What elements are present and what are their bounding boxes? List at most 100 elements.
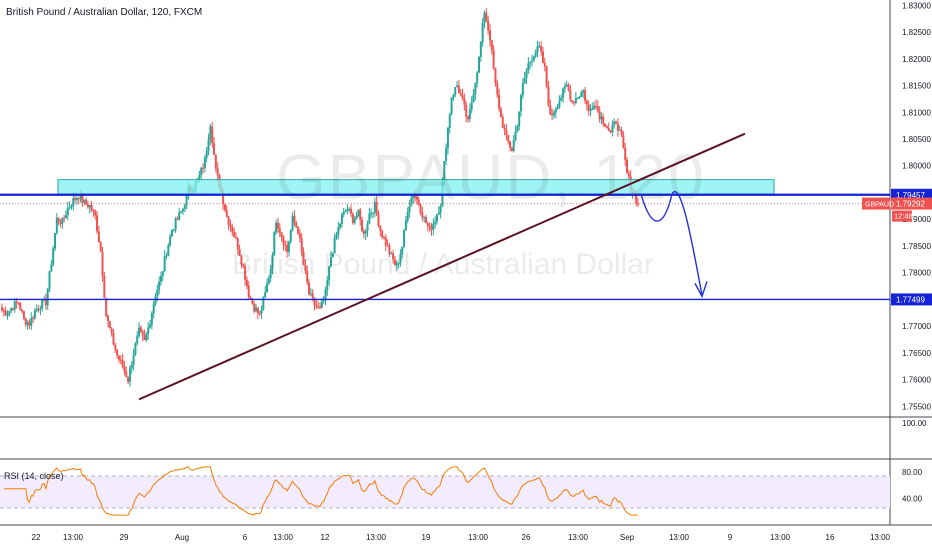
candle-body [289,229,292,242]
trendline [138,132,746,401]
candle-body [479,42,482,57]
candle-body [4,310,7,316]
candle-body [622,134,625,148]
candle-body [37,309,40,311]
candle-body [242,264,245,267]
candle-body [406,212,409,221]
candle-body [446,127,449,149]
candle-body [573,101,576,103]
candle-body [390,253,393,255]
candle-body [128,368,131,382]
candle-body [549,105,552,115]
candle-body [355,215,358,219]
candle-body [523,78,526,84]
candle-body [13,301,16,310]
time-tick-label: 22 [32,533,41,542]
candle-body [28,322,31,326]
candle-body [605,126,608,129]
time-tick-label: 13:00 [870,533,891,542]
candle-body [81,194,84,203]
candle-body [351,213,354,224]
candle-body [198,175,201,179]
candle-body [594,105,597,107]
candle-body [450,97,453,115]
price-tick-label: 1.76000 [902,376,931,385]
candle-body [331,253,334,258]
candle-body [507,135,510,142]
candle-body [379,225,382,231]
candle-body [381,230,384,238]
candle-body [158,281,161,290]
candle-body [426,223,429,226]
candle-body [35,309,38,311]
candle-body [392,253,395,260]
candle-body [240,255,243,265]
candle-body [163,256,166,272]
candle-body [214,154,217,169]
candle-body [185,193,188,206]
candle-body [8,310,11,315]
candle-body [6,314,9,316]
candle-body [293,215,296,223]
candle-body [498,94,501,109]
candle-body [366,223,369,231]
candle-body [488,30,491,41]
candle-body [324,289,327,299]
candle-body [350,208,353,214]
candle-body [388,245,391,254]
candle-body [94,210,97,216]
candle-body [50,264,53,272]
candle-body [1,307,3,311]
price-tick-label: 1.80000 [902,162,931,171]
candle-body [397,262,400,265]
candle-body [552,112,555,116]
candle-body [439,206,442,213]
candle-body [167,245,170,256]
candle-body [26,322,29,325]
candle-body [170,230,173,237]
candle-body [123,366,126,372]
candle-body [558,101,561,108]
candle-body [249,297,252,299]
time-tick-label: Sep [620,533,635,542]
candle-body [90,204,93,211]
candle-body [233,232,236,237]
time-tick-label: 13:00 [568,533,589,542]
candle-body [329,257,332,267]
candle-body [117,355,120,360]
candle-body [536,46,539,53]
candle-body [244,266,247,280]
candle-body [61,217,64,224]
candle-body [465,104,468,117]
candle-body [213,143,215,155]
candle-body [154,296,157,305]
candle-body [236,238,239,250]
candle-body [88,204,91,208]
candle-body [408,206,411,213]
candle-body [176,218,179,220]
candle-body [372,212,374,214]
candle-body [624,147,627,161]
candle-body [174,218,177,230]
candle-body [52,248,55,265]
candle-body [476,72,479,83]
candle-body [404,220,407,231]
candle-body [386,245,389,247]
candle-body [459,93,462,96]
candle-body [313,297,316,306]
price-tick-label: 1.82500 [902,28,931,37]
candle-body [627,173,630,177]
candle-body [256,307,259,314]
candle-body [181,208,184,212]
candle-body [445,148,448,161]
candle-body [147,327,150,334]
candle-body [589,108,592,111]
candle-body [291,215,294,230]
candle-body [205,150,208,158]
time-tick-label: 12 [321,533,330,542]
time-tick-label: 26 [522,533,531,542]
candle-body [494,68,497,84]
time-tick-label: 6 [243,533,248,542]
candle-body [136,335,139,344]
